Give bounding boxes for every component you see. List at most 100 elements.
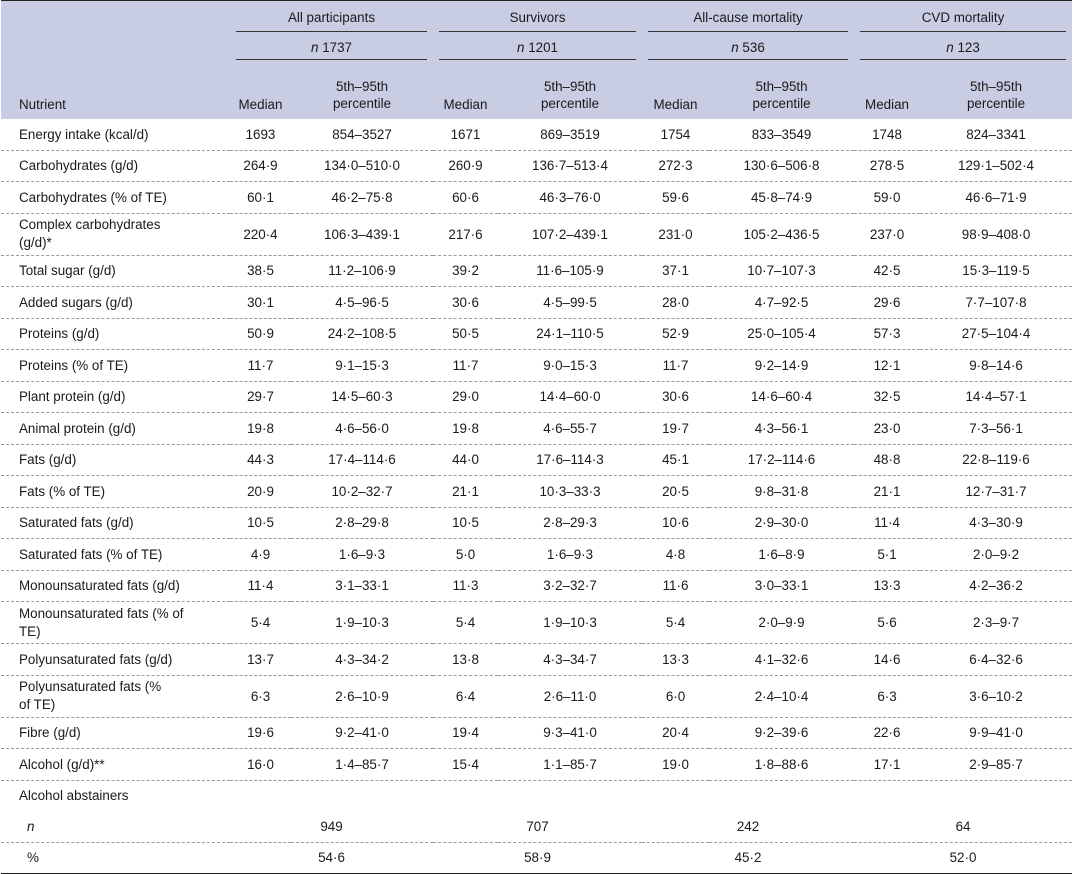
percentile-cell: 130·6–506·8 bbox=[743, 158, 820, 174]
percentile-cell: 2·0–9·9 bbox=[758, 615, 805, 630]
table-row: Proteins (g/d) 50·9 24·2–108·5 50·5 24·1–110… bbox=[1, 318, 1073, 350]
percentile-cell: 4·6–55·7 bbox=[543, 420, 597, 436]
median-cell: 16·0 bbox=[247, 756, 274, 772]
percentile-cell: 2·3–9·7 bbox=[972, 615, 1020, 630]
abstainers-pct-row: % 54·6 58·9 45·2 52·0 bbox=[1, 842, 1073, 874]
median-cell: 5·4 bbox=[665, 615, 686, 630]
table-row: Monounsaturated fats (g/d) 11·4 3·1–33·1 11… bbox=[1, 570, 1073, 602]
percentile-cell: 2·9–85·7 bbox=[969, 756, 1023, 772]
nutrient-label: Proteins (% of TE) bbox=[19, 357, 129, 373]
median-cell: 5·4 bbox=[250, 615, 271, 630]
percentile-cell: 1·9–10·3 bbox=[543, 615, 597, 630]
median-cell: 30·6 bbox=[662, 389, 689, 405]
table-row: Saturated fats (% of TE) 4·9 1·6–9·3 5·0 1·6… bbox=[1, 539, 1073, 570]
percentile-cell: 4·5–96·5 bbox=[335, 294, 389, 310]
nutrient-label: Alcohol (g/d)** bbox=[19, 756, 105, 772]
median-column-header: Median bbox=[854, 61, 921, 119]
percentile-cell: 98·9–408·0 bbox=[961, 226, 1031, 242]
median-cell: 11·7 bbox=[662, 357, 689, 373]
percentile-cell: 4·3–34·2 bbox=[335, 651, 389, 667]
median-cell: 60·1 bbox=[247, 189, 274, 205]
median-cell: 23·0 bbox=[873, 420, 901, 436]
percentile-cell: 4·3–56·1 bbox=[754, 420, 809, 436]
percentile-cell: 1·6–9·3 bbox=[546, 546, 594, 562]
median-cell: 38·5 bbox=[247, 263, 274, 279]
median-cell: 217·6 bbox=[448, 226, 483, 242]
percentile-cell: 11·6–105·9 bbox=[536, 263, 604, 279]
median-cell: 1748 bbox=[872, 126, 902, 142]
nutrient-label: Animal protein (g/d) bbox=[19, 420, 136, 436]
percentile-cell: 2·6–10·9 bbox=[335, 688, 389, 704]
median-cell: 260·9 bbox=[448, 158, 483, 174]
median-cell: 20·4 bbox=[662, 725, 689, 741]
median-cell: 45·1 bbox=[662, 452, 689, 468]
table-row: Fats (% of TE) 20·9 10·2–32·7 21·1 10·3–33·3… bbox=[1, 476, 1073, 507]
median-cell: 50·9 bbox=[247, 326, 274, 342]
median-cell: 19·7 bbox=[662, 420, 689, 436]
percentile-cell: 3·0–33·1 bbox=[754, 578, 809, 594]
percentile-cell: 10·3–33·3 bbox=[539, 483, 601, 499]
median-cell: 1671 bbox=[450, 126, 481, 142]
percentile-cell: 3·1–33·1 bbox=[335, 578, 389, 594]
median-cell: 10·6 bbox=[662, 515, 689, 531]
table-row: Animal protein (g/d) 19·8 4·6–56·0 19·8 4·6–… bbox=[1, 413, 1073, 444]
median-cell: 39·2 bbox=[452, 263, 479, 279]
median-cell: 60·6 bbox=[452, 189, 479, 205]
percentile-cell: 824–3341 bbox=[966, 126, 1026, 142]
percentile-cell: 4·5–99·5 bbox=[543, 294, 597, 310]
nutrient-label: Fats (% of TE) bbox=[19, 483, 106, 499]
percentile-cell: 45·8–74·9 bbox=[750, 189, 813, 205]
percentile-cell: 9·9–41·0 bbox=[969, 725, 1023, 741]
abstainers-n-value: 707 bbox=[526, 818, 549, 834]
median-cell: 6·3 bbox=[877, 688, 897, 704]
percentile-cell: 9·2–41·0 bbox=[335, 725, 389, 741]
median-cell: 50·5 bbox=[452, 326, 479, 342]
percentile-cell: 107·2–439·1 bbox=[532, 226, 608, 242]
median-cell: 231·0 bbox=[658, 226, 693, 242]
abstainers-n-label: n bbox=[27, 818, 35, 834]
table-row: Polyunsaturated fats (g/d) 13·7 4·3–34·2 13… bbox=[1, 644, 1073, 675]
median-column-header: Median bbox=[230, 61, 291, 119]
median-cell: 11·3 bbox=[452, 578, 479, 594]
table-row: Plant protein (g/d) 29·7 14·5–60·3 29·0 14·4… bbox=[1, 381, 1073, 413]
percentile-cell: 6·4–32·6 bbox=[969, 651, 1023, 667]
group-n-survivors: n 1201 bbox=[433, 33, 642, 61]
abstainers-n-value: 949 bbox=[320, 818, 343, 834]
nutrient-label: Complex carbohydrates (g/d)* bbox=[19, 217, 161, 250]
median-cell: 30·1 bbox=[247, 294, 274, 310]
nutrient-label: Saturated fats (% of TE) bbox=[19, 546, 163, 562]
median-cell: 272·3 bbox=[658, 158, 693, 174]
nutrient-label: Proteins (g/d) bbox=[19, 326, 100, 342]
percentile-column-header: 5th–95th percentile bbox=[920, 61, 1073, 119]
percentile-cell: 46·3–76·0 bbox=[539, 189, 601, 205]
percentile-column-header: 5th–95th percentile bbox=[709, 61, 855, 119]
abstainers-n-value: 64 bbox=[955, 818, 971, 834]
group-n-all-participants: n 1737 bbox=[230, 33, 433, 61]
median-cell: 59·0 bbox=[873, 189, 901, 205]
percentile-cell: 9·2–14·9 bbox=[754, 357, 809, 373]
percentile-cell: 4·3–30·9 bbox=[969, 515, 1023, 531]
median-cell: 5·6 bbox=[877, 615, 897, 630]
percentile-cell: 833–3549 bbox=[751, 126, 812, 142]
median-cell: 21·1 bbox=[452, 483, 479, 499]
percentile-cell: 854–3527 bbox=[332, 126, 392, 142]
median-cell: 21·1 bbox=[873, 483, 901, 499]
median-column-header: Median bbox=[642, 61, 709, 119]
median-cell: 11·7 bbox=[452, 357, 479, 373]
percentile-cell: 4·1–32·6 bbox=[754, 651, 809, 667]
abstainers-header-row: Alcohol abstainers bbox=[1, 780, 1072, 811]
table-row: Proteins (% of TE) 11·7 9·1–15·3 11·7 9·0–15… bbox=[1, 350, 1073, 381]
percentile-cell: 17·6–114·3 bbox=[536, 452, 604, 468]
percentile-cell: 2·9–30·0 bbox=[754, 515, 809, 531]
table-row: Carbohydrates (% of TE) 60·1 46·2–75·8 60·6… bbox=[1, 182, 1073, 213]
percentile-cell: 11·2–106·9 bbox=[328, 263, 396, 279]
percentile-cell: 7·7–107·8 bbox=[965, 294, 1027, 310]
median-cell: 19·4 bbox=[452, 725, 479, 741]
median-cell: 19·8 bbox=[247, 420, 274, 436]
percentile-cell: 14·4–60·0 bbox=[539, 389, 601, 405]
percentile-cell: 14·6–60·4 bbox=[750, 389, 813, 405]
nutrient-label: Added sugars (g/d) bbox=[19, 294, 133, 310]
median-cell: 30·6 bbox=[452, 294, 479, 310]
percentile-cell: 27·5–104·4 bbox=[961, 326, 1031, 342]
